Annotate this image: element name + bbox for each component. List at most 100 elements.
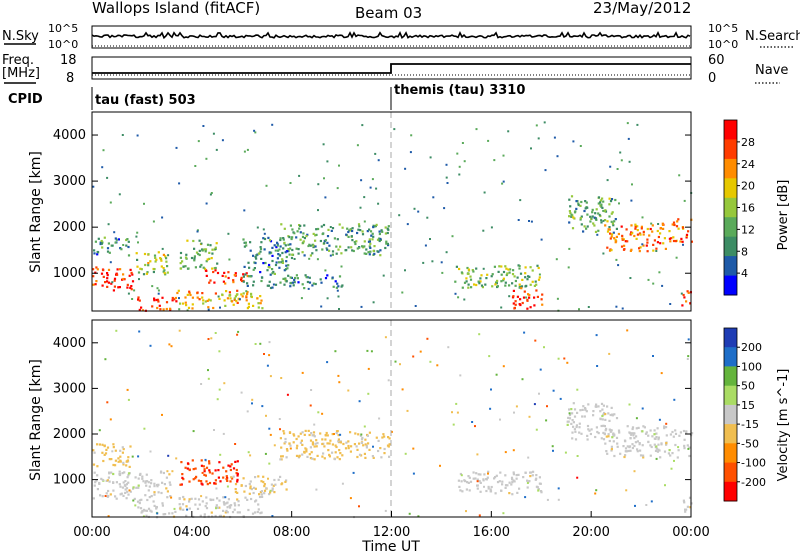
echo-cell [322,223,326,227]
echo-cell [162,471,165,475]
echo-cell [263,248,266,251]
echo-cell [182,495,185,499]
echo-cell [265,414,267,417]
echo-cell [107,489,110,493]
echo-cell [518,487,521,490]
echo-cell [203,473,206,476]
echo-cell [370,350,373,353]
echo-cell [259,271,262,274]
echo-cell [251,398,254,401]
echo-cell [572,140,575,143]
echo-cell [207,377,210,380]
echo-cell [576,411,579,414]
echo-cell [688,446,691,449]
colorbar-swatch [724,178,737,199]
echo-cell [485,489,488,493]
echo-cell [204,458,207,461]
echo-cell [593,224,596,227]
echo-cell [566,423,569,426]
echo-cell [674,240,677,243]
echo-cell [291,248,294,252]
echo-cell [269,375,272,378]
echo-cell [261,495,264,498]
echo-cell [129,268,132,271]
echo-cell [259,342,262,345]
echo-cell [182,478,185,481]
echo-cell [106,479,109,482]
echo-cell [686,505,689,508]
echo-cell [363,245,366,248]
echo-cell [101,284,104,287]
echo-cell [668,237,671,240]
echo-cell [551,445,554,448]
echo-cell [175,457,178,460]
echo-cell [530,147,532,150]
echo-cell [579,145,582,147]
echo-cell [613,454,616,458]
echo-cell [689,302,692,305]
echo-cell [236,333,239,336]
echo-cell [268,462,271,465]
echo-cell [661,223,665,226]
echo-cell [299,432,302,435]
echo-cell [607,433,610,436]
echo-cell [215,507,217,510]
echo-cell [229,506,232,509]
echo-cell [580,200,583,204]
echo-cell [128,489,131,492]
echo-cell [231,477,234,480]
echo-cell [312,282,315,285]
echo-cell [664,484,666,487]
echo-cell [279,458,282,461]
echo-cell [154,256,157,259]
echo-cell [487,472,489,475]
echo-cell [314,245,317,248]
echo-cell [488,355,491,358]
echo-cell [226,479,229,482]
echo-cell [280,458,283,461]
echo-cell [469,480,473,483]
scatter-echoes [92,121,693,312]
echo-cell [463,281,467,284]
echo-cell [186,239,189,242]
echo-cell [115,238,118,241]
echo-cell [672,236,675,239]
echo-cell [459,374,462,377]
echo-cell [322,143,325,146]
echo-cell [152,270,155,274]
echo-cell [347,440,350,443]
echo-cell [208,460,211,463]
echo-cell [455,402,458,405]
echo-cell [304,429,307,432]
echo-cell [212,132,215,135]
echo-cell [144,509,147,512]
echo-cell [247,302,250,305]
echo-cell [540,298,543,301]
echo-cell [225,502,228,505]
echo-cell [495,474,498,477]
echo-cell [599,199,602,202]
echo-region [137,296,178,312]
colorbar-swatch [724,275,737,296]
echo-cell [610,449,613,452]
echo-cell [501,182,504,185]
echo-cell [569,211,572,215]
echo-cell [244,496,247,499]
echo-cell [99,241,102,244]
echo-cell [657,448,660,451]
echo-cell [642,456,645,459]
echo-cell [365,446,368,449]
echo-cell [457,479,460,482]
y-tick-label: 3000 [53,381,86,396]
echo-cell [337,438,340,441]
colorbar-swatch [724,385,737,406]
echo-cell [99,494,102,497]
echo-cell [625,489,628,492]
echo-cell [347,444,350,448]
echo-cell [624,447,628,450]
echo-cell [635,417,638,420]
echo-cell [578,431,581,434]
echo-cell [175,146,178,149]
echo-cell [285,264,288,267]
echo-cell [377,439,380,442]
